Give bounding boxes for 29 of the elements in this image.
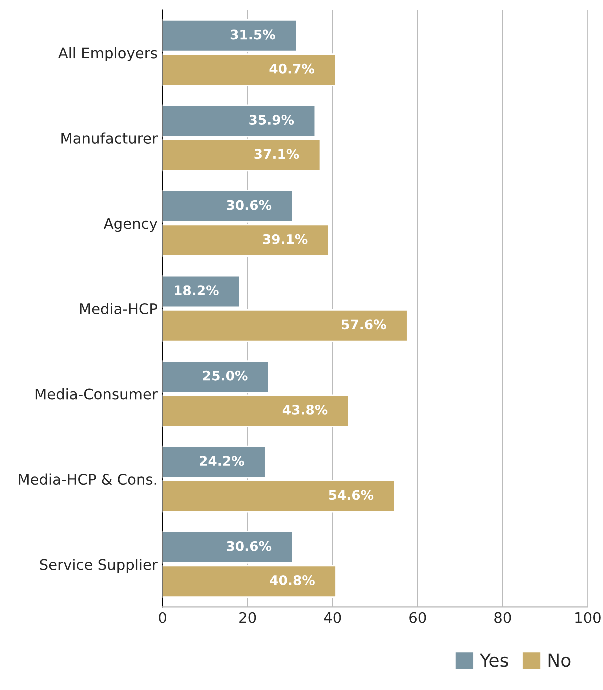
data-label: 57.6% xyxy=(342,320,386,330)
data-label: 18.2% xyxy=(175,286,219,296)
x-tick-label: 40 xyxy=(324,612,342,624)
y-tick-label: Manufacturer xyxy=(62,132,158,144)
x-tick-label: 80 xyxy=(494,612,512,624)
legend-label: No xyxy=(548,654,571,668)
data-label: 25.0% xyxy=(203,370,248,381)
data-label: 37.1% xyxy=(254,149,300,160)
y-tick-label: Media-Consumer xyxy=(36,388,158,400)
data-label: 54.6% xyxy=(329,490,374,500)
y-tick-label: Media-HCP & Cons. xyxy=(19,474,156,486)
legend-label: Yes xyxy=(480,654,508,668)
x-tick-label: 60 xyxy=(410,612,426,624)
y-tick-label: Agency xyxy=(104,218,158,232)
data-label: 30.6% xyxy=(227,200,272,210)
x-tick-label: 20 xyxy=(240,612,256,624)
y-tick-label: Service Supplier xyxy=(40,559,158,574)
data-label: 35.9% xyxy=(250,115,294,126)
data-label: 43.8% xyxy=(282,404,328,415)
data-label: 30.6% xyxy=(227,541,272,552)
data-label: 40.8% xyxy=(270,575,315,586)
y-tick-label: All Employers xyxy=(58,47,158,62)
data-label: 39.1% xyxy=(263,234,308,244)
data-label: 24.2% xyxy=(200,456,244,466)
data-label: 31.5% xyxy=(230,30,276,40)
y-tick-label: Media-HCP xyxy=(80,303,158,315)
x-tick-label: 100 xyxy=(576,612,601,624)
x-tick-label: 0 xyxy=(159,612,166,624)
data-label: 40.7% xyxy=(270,64,315,74)
